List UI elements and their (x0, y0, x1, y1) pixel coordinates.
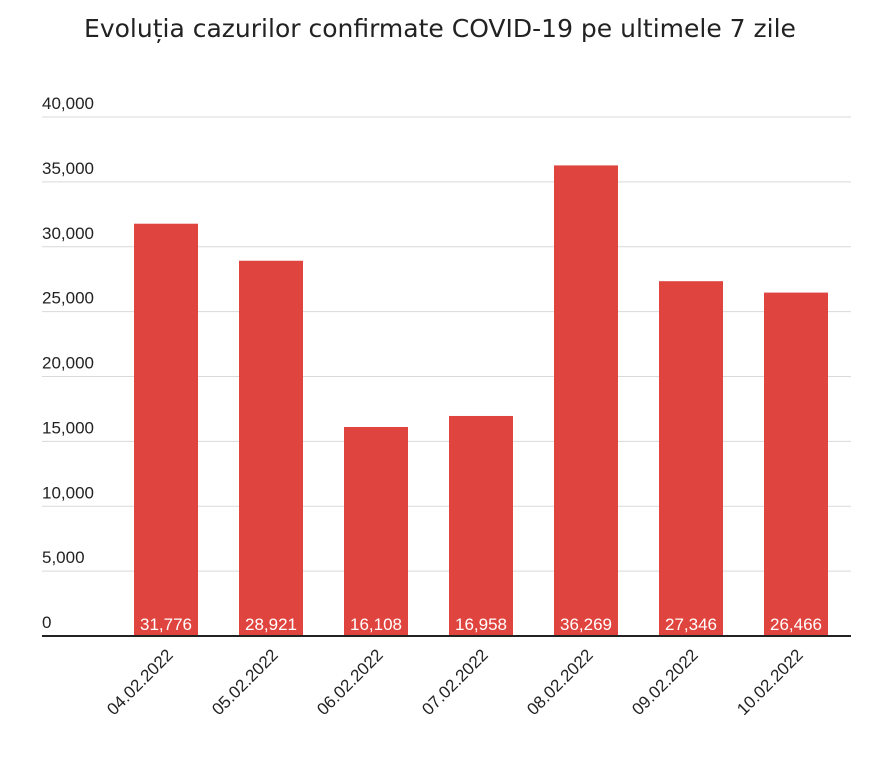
bars (134, 165, 828, 636)
x-tick-label: 05.02.2022 (208, 645, 282, 719)
bar (449, 415, 513, 636)
bar-value-label: 36,269 (560, 615, 612, 634)
data-labels: 31,776 28,921 16,108 16,958 36,269 27,346 26,4… (140, 615, 822, 634)
x-tick-label: 10.02.2022 (733, 645, 807, 719)
x-tick-label: 04.02.2022 (103, 645, 177, 719)
x-tick-label: 08.02.2022 (523, 645, 597, 719)
bar-value-label: 28,921 (245, 615, 297, 634)
y-tick-label: 30,000 (42, 224, 94, 243)
y-axis-tick-labels: 0 5,000 10,000 15,000 20,000 25,000 30,000 35,0… (42, 94, 94, 632)
bar (239, 260, 303, 636)
bar (344, 426, 408, 636)
bar (659, 281, 723, 636)
y-tick-label: 15,000 (42, 418, 94, 437)
bar-value-label: 16,958 (455, 615, 507, 634)
bar (554, 165, 618, 636)
x-tick-label: 07.02.2022 (418, 645, 492, 719)
bar-value-label: 31,776 (140, 615, 192, 634)
x-tick-label: 06.02.2022 (313, 645, 387, 719)
chart-title: Evoluția cazurilor confirmate COVID-19 p… (84, 14, 796, 43)
y-tick-label: 0 (42, 613, 51, 632)
y-tick-label: 25,000 (42, 289, 94, 308)
x-axis-tick-labels: 04.02.2022 05.02.2022 06.02.2022 07.02.2022… (103, 645, 807, 719)
bar-value-label: 27,346 (665, 615, 717, 634)
y-tick-label: 40,000 (42, 94, 94, 113)
bar-value-label: 26,466 (770, 615, 822, 634)
y-tick-label: 35,000 (42, 159, 94, 178)
bar-value-label: 16,108 (350, 615, 402, 634)
bar (764, 292, 828, 636)
bar (134, 223, 198, 636)
y-tick-label: 20,000 (42, 354, 94, 373)
y-tick-label: 5,000 (42, 548, 85, 567)
y-tick-label: 10,000 (42, 483, 94, 502)
x-tick-label: 09.02.2022 (628, 645, 702, 719)
